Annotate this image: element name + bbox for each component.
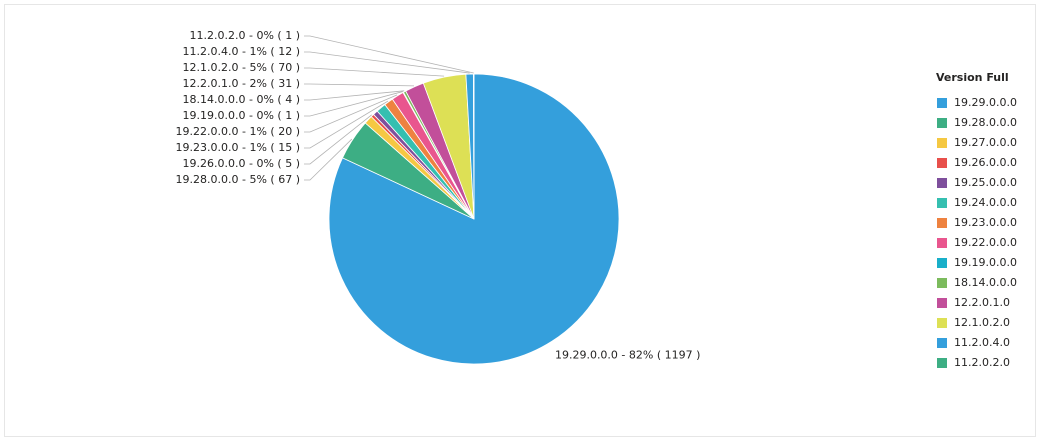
- data-label: 19.19.0.0.0 - 0% ( 1 ): [183, 109, 300, 122]
- legend-swatch: [937, 158, 947, 168]
- data-label: 11.2.0.2.0 - 0% ( 1 ): [190, 29, 300, 42]
- legend-swatch: [937, 318, 947, 328]
- leader-line: [304, 114, 372, 165]
- legend-swatch: [937, 238, 947, 248]
- legend-label: 12.2.0.1.0: [954, 296, 1010, 309]
- legend-swatch: [937, 298, 947, 308]
- data-label: 19.28.0.0.0 - 5% ( 67 ): [176, 173, 300, 186]
- legend-swatch: [937, 338, 947, 348]
- legend-label: 19.23.0.0.0: [954, 216, 1017, 229]
- leader-line: [304, 51, 470, 74]
- data-label: 18.14.0.0.0 - 0% ( 4 ): [183, 93, 300, 106]
- legend-title: Version Full: [936, 71, 1009, 84]
- leader-line: [304, 83, 414, 87]
- legend-label: 18.14.0.0.0: [954, 276, 1017, 289]
- data-label: 19.23.0.0.0 - 1% ( 15 ): [176, 141, 300, 154]
- legend-label: 19.28.0.0.0: [954, 116, 1017, 129]
- data-label: 12.1.0.2.0 - 5% ( 70 ): [183, 61, 300, 74]
- legend-label: 11.2.0.2.0: [954, 356, 1010, 369]
- legend-swatch: [937, 358, 947, 368]
- legend-label: 11.2.0.4.0: [954, 336, 1010, 349]
- legend-label: 12.1.0.2.0: [954, 316, 1010, 329]
- legend-label: 19.29.0.0.0: [954, 96, 1017, 109]
- leader-line: [304, 138, 353, 181]
- leader-line: [304, 67, 445, 77]
- legend-swatch: [937, 218, 947, 228]
- legend-label: 19.24.0.0.0: [954, 196, 1017, 209]
- leader-line: [304, 35, 474, 74]
- leader-line: [304, 94, 398, 133]
- leader-line: [304, 91, 403, 117]
- legend-label: 19.26.0.0.0: [954, 156, 1017, 169]
- data-label: 11.2.0.4.0 - 1% ( 12 ): [183, 45, 300, 58]
- legend-swatch: [937, 278, 947, 288]
- legend-label: 19.19.0.0.0: [954, 256, 1017, 269]
- legend-swatch: [937, 178, 947, 188]
- legend-swatch: [937, 98, 947, 108]
- legend-label: 19.25.0.0.0: [954, 176, 1017, 189]
- data-label: 12.2.0.1.0 - 2% ( 31 ): [183, 77, 300, 90]
- leader-line: [304, 90, 405, 101]
- data-label: 19.26.0.0.0 - 0% ( 5 ): [183, 157, 300, 170]
- data-label: 19.22.0.0.0 - 1% ( 20 ): [176, 125, 300, 138]
- legend-swatch: [937, 198, 947, 208]
- legend-label: 19.22.0.0.0: [954, 236, 1017, 249]
- pie-slice: [472, 73, 475, 220]
- leader-line: [304, 100, 389, 149]
- data-label: 19.29.0.0.0 - 82% ( 1197 ): [555, 348, 700, 361]
- legend-swatch: [937, 138, 947, 148]
- legend-swatch: [937, 258, 947, 268]
- legend-label: 19.27.0.0.0: [954, 136, 1017, 149]
- legend-swatch: [937, 118, 947, 128]
